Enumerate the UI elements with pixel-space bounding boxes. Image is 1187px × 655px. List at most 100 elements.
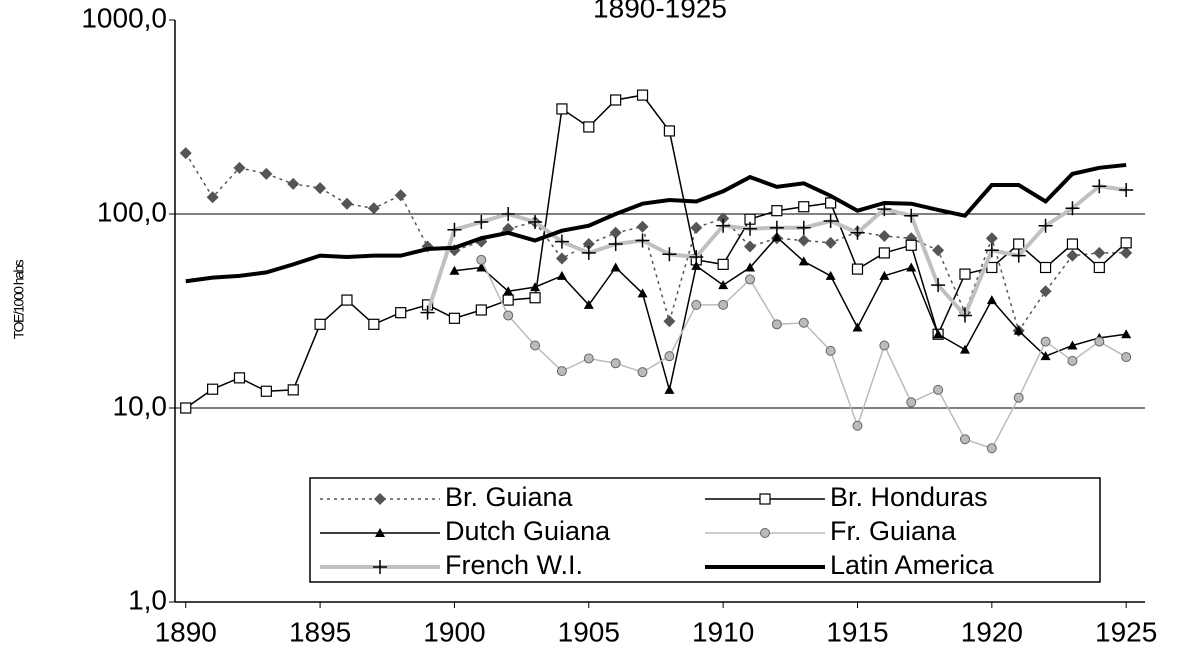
marker	[1121, 329, 1132, 339]
marker	[878, 247, 890, 259]
marker	[582, 238, 595, 251]
marker	[1013, 392, 1024, 403]
marker	[852, 420, 863, 431]
marker	[823, 214, 838, 229]
marker	[798, 256, 809, 266]
marker	[581, 245, 596, 260]
marker	[180, 402, 192, 414]
series-line	[185, 162, 1127, 284]
marker	[583, 353, 594, 364]
marker	[745, 262, 756, 272]
marker	[850, 225, 865, 240]
marker	[933, 384, 944, 395]
marker	[610, 358, 621, 369]
marker	[476, 254, 487, 265]
x-tick-label: 1900	[423, 616, 485, 647]
marker	[1120, 246, 1133, 259]
legend-label: Br. Guiana	[445, 482, 574, 512]
marker	[662, 247, 677, 262]
marker	[959, 268, 971, 280]
marker	[556, 270, 567, 280]
marker	[610, 94, 622, 106]
marker	[664, 351, 675, 362]
y-tick-label: 1000,0	[81, 2, 167, 33]
marker	[530, 282, 541, 292]
legend-box	[309, 477, 1101, 583]
marker	[743, 221, 758, 236]
plot-area: 1,0 10,0 100,0 1000,0 1890 1895 1900 1905 1910 19…	[81, 2, 1157, 647]
marker	[771, 205, 783, 217]
marker	[529, 292, 541, 304]
x-tick-label: 1890	[155, 616, 217, 647]
marker	[420, 305, 435, 320]
marker	[1067, 340, 1078, 350]
x-tick-label: 1905	[558, 616, 620, 647]
marker	[555, 252, 568, 265]
y-axis-label: TOE/1000 habs	[11, 259, 27, 339]
marker	[796, 220, 811, 235]
marker	[985, 232, 998, 245]
marker	[373, 560, 387, 574]
marker	[690, 221, 703, 234]
marker	[554, 234, 569, 249]
marker	[1067, 355, 1078, 366]
marker	[852, 322, 863, 332]
legend-label: Fr. Guiana	[830, 516, 957, 546]
marker	[717, 212, 730, 225]
x-tick-label: 1920	[961, 616, 1023, 647]
legend-label: Dutch Guiana	[445, 516, 611, 546]
y-tick-label: 100,0	[97, 196, 167, 227]
marker	[906, 397, 917, 408]
marker	[771, 319, 782, 330]
marker	[449, 265, 460, 275]
marker	[663, 315, 676, 328]
marker	[745, 274, 756, 285]
marker	[769, 220, 784, 235]
marker	[260, 385, 272, 397]
marker	[287, 384, 299, 396]
marker	[1038, 218, 1053, 233]
marker	[1093, 246, 1106, 259]
marker	[474, 214, 489, 229]
marker	[689, 250, 704, 265]
marker	[476, 262, 487, 272]
marker	[233, 161, 246, 174]
x-tick-label: 1925	[1095, 616, 1157, 647]
marker	[825, 270, 836, 280]
marker	[1011, 248, 1026, 263]
marker	[717, 258, 729, 270]
x-tick-label: 1915	[826, 616, 888, 647]
marker	[931, 278, 946, 293]
marker	[1120, 237, 1132, 249]
marker	[878, 230, 891, 243]
marker	[879, 270, 890, 280]
marker	[637, 367, 648, 378]
marker	[691, 299, 702, 310]
marker	[1013, 325, 1024, 335]
legend-label: Latin America	[830, 550, 995, 580]
marker	[691, 260, 702, 270]
marker	[374, 493, 386, 505]
y-tick-label: 10,0	[113, 390, 168, 421]
marker	[287, 177, 300, 190]
marker	[314, 318, 326, 330]
marker	[744, 240, 757, 253]
marker	[906, 262, 917, 272]
marker	[797, 234, 810, 247]
marker	[932, 244, 945, 257]
marker	[636, 89, 649, 101]
marker	[825, 345, 836, 356]
marker	[716, 218, 731, 233]
series-line	[185, 94, 1127, 409]
marker	[1039, 261, 1052, 274]
marker	[503, 286, 514, 296]
marker	[207, 383, 219, 395]
marker	[1066, 249, 1079, 262]
marker	[341, 294, 353, 306]
marker	[986, 443, 997, 454]
marker	[718, 280, 729, 290]
marker	[1066, 238, 1079, 250]
marker	[1040, 336, 1051, 347]
marker	[475, 304, 487, 316]
marker	[340, 197, 353, 210]
